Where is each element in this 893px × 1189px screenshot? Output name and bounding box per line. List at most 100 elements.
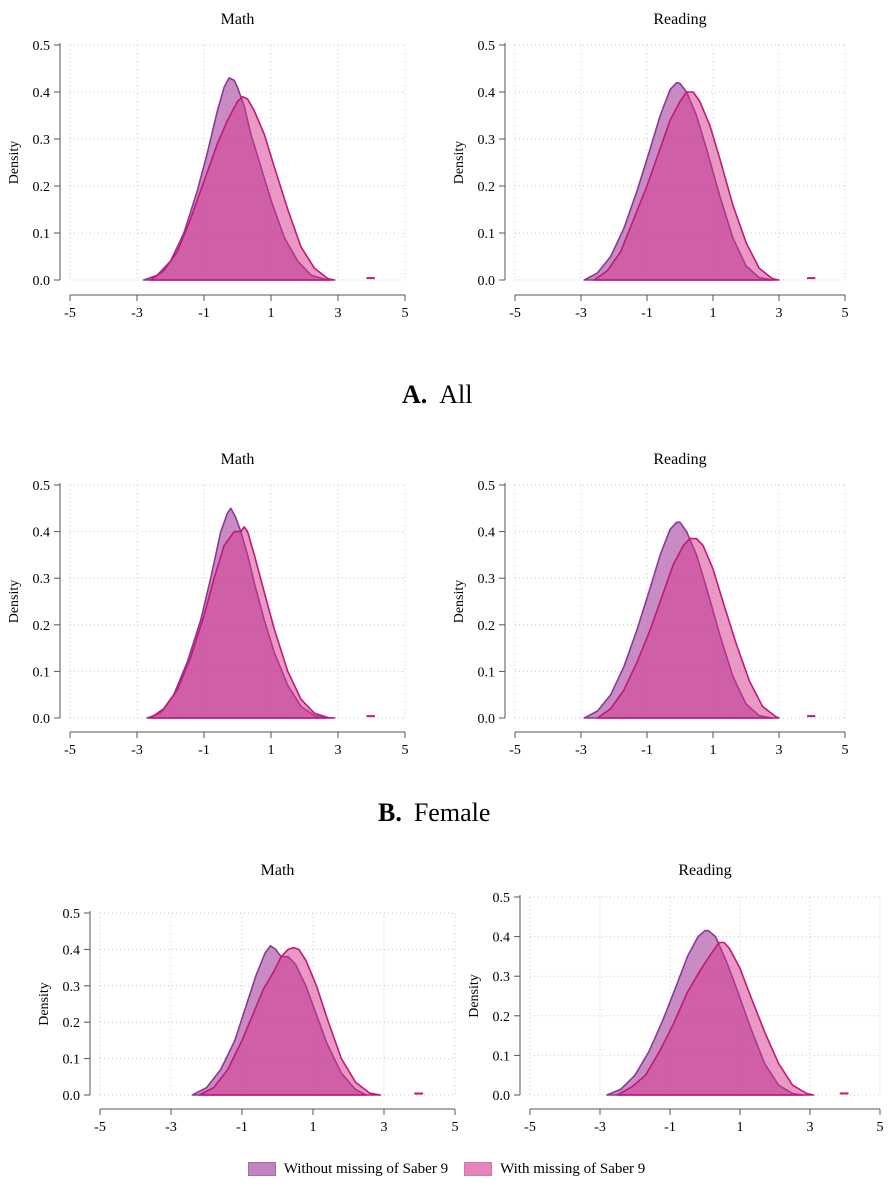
chart-female-reading: 0.0 0.1 0.2 0.3 0.4 0.5 -5 -3 -1 1 3 5 Reading Densit…: [452, 451, 849, 758]
x-tick-label: -5: [94, 1120, 106, 1135]
y-tick-label: 0.4: [493, 931, 511, 946]
x-tick-label: 5: [877, 1120, 884, 1135]
x-tick-label: 5: [452, 1120, 459, 1135]
legend: Without missing of Saber 9 With missing …: [0, 1158, 893, 1180]
caption-female-letter: B.: [378, 798, 402, 827]
x-tick-label: -3: [594, 1120, 606, 1135]
x-tick-label: -5: [64, 743, 76, 758]
y-tick-label: 0.0: [493, 1089, 511, 1104]
x-tick-label: 1: [737, 1120, 744, 1135]
y-tick-label: 0.3: [63, 980, 81, 995]
chart-title: Math: [221, 11, 255, 28]
x-tick-label: 3: [807, 1120, 814, 1135]
chart-male-math: 0.0 0.1 0.2 0.3 0.4 0.5 -5 -3 -1 1 3 5 Math Density: [37, 862, 459, 1135]
density-area-with-missing: [149, 95, 336, 281]
x-tick-label: -1: [664, 1120, 676, 1135]
x-tick-label: -3: [575, 743, 587, 758]
y-tick-label: 0.1: [478, 665, 496, 680]
x-tick-label: 5: [402, 743, 409, 758]
y-tick-label: 0.1: [63, 1053, 81, 1068]
x-tick-label: 1: [268, 306, 275, 321]
legend-label-without: Without missing of Saber 9: [283, 1160, 449, 1177]
x-tick-label: -5: [524, 1120, 536, 1135]
y-tick-label: 0.1: [493, 1049, 511, 1064]
legend-item-without: Without missing of Saber 9: [247, 1160, 449, 1178]
x-tick-label: 3: [776, 743, 783, 758]
legend-swatch-with: [464, 1162, 493, 1176]
x-tick-label: -1: [641, 306, 653, 321]
y-tick-label: 0.3: [33, 133, 51, 148]
chart-male-reading: 0.0 0.1 0.2 0.3 0.4 0.5 -5 -3 -1 1 3 5 Reading Densit…: [467, 862, 884, 1135]
y-tick-label: 0.1: [478, 227, 496, 242]
y-tick-label: 0.5: [493, 891, 511, 906]
caption-all-text: All: [439, 380, 473, 409]
y-tick-label: 0.0: [478, 274, 496, 289]
x-tick-label: -5: [509, 306, 521, 321]
x-tick-label: 5: [842, 306, 849, 321]
y-tick-label: 0.2: [478, 180, 496, 195]
chart-title: Math: [261, 862, 295, 879]
y-tick-label: 0.0: [478, 712, 496, 727]
y-tick-label: 0.5: [478, 479, 496, 494]
y-tick-label: 0.0: [33, 274, 51, 289]
x-tick-label: 5: [402, 306, 409, 321]
chart-all-math: 0.0 0.1 0.2 0.3 0.4 0.5 -5 -3 -1 1 3 5 Math Density: [7, 11, 409, 321]
chart-female-math: 0.0 0.1 0.2 0.3 0.4 0.5 -5 -3 -1 1 3 5 Math Density: [7, 451, 409, 758]
x-tick-label: -1: [198, 743, 210, 758]
density-area-with-missing: [596, 537, 780, 719]
chart-title: Reading: [653, 11, 706, 28]
y-tick-label: 0.2: [478, 619, 496, 634]
y-tick-label: 0.1: [33, 227, 51, 242]
y-tick-label: 0.2: [63, 1016, 81, 1031]
y-tick-label: 0.5: [33, 39, 51, 54]
y-tick-label: 0.3: [33, 572, 51, 587]
x-tick-label: 5: [842, 743, 849, 758]
y-tick-label: 0.5: [33, 479, 51, 494]
x-tick-label: -1: [236, 1120, 248, 1135]
density-area-with-missing: [593, 91, 780, 281]
y-tick-label: 0.0: [63, 1089, 81, 1104]
x-tick-label: -3: [131, 743, 143, 758]
y-tick-label: 0.4: [63, 943, 81, 958]
caption-female: B. Female: [378, 798, 490, 828]
y-tick-label: 0.3: [478, 572, 496, 587]
x-tick-label: 3: [335, 743, 342, 758]
caption-female-text: Female: [413, 798, 491, 827]
y-tick-label: 0.3: [493, 970, 511, 985]
y-axis-label: Density: [7, 141, 22, 185]
density-area-with-missing: [616, 941, 815, 1096]
caption-all-letter: A.: [402, 380, 428, 409]
legend-item-with: With missing of Saber 9: [464, 1161, 645, 1178]
y-tick-label: 0.2: [33, 619, 51, 634]
density-area-with-missing: [198, 946, 382, 1096]
caption-all: A. All: [402, 380, 473, 410]
y-axis-label: Density: [7, 580, 22, 624]
y-tick-label: 0.4: [33, 86, 51, 101]
y-tick-label: 0.3: [478, 133, 496, 148]
y-tick-label: 0.0: [33, 712, 51, 727]
x-tick-label: 1: [268, 743, 275, 758]
chart-title: Reading: [678, 862, 731, 879]
legend-label-with: With missing of Saber 9: [500, 1160, 646, 1177]
x-tick-label: -1: [198, 306, 210, 321]
y-axis-label: Density: [467, 974, 482, 1018]
chart-all-reading: 0.0 0.1 0.2 0.3 0.4 0.5 -5 -3 -1 1 3 5 Reading Densit…: [452, 11, 849, 321]
y-tick-label: 0.4: [478, 86, 496, 101]
x-tick-label: -3: [131, 306, 143, 321]
x-tick-label: -3: [165, 1120, 177, 1135]
y-tick-label: 0.2: [493, 1010, 511, 1025]
x-tick-label: 1: [710, 743, 717, 758]
y-tick-label: 0.2: [33, 180, 51, 195]
y-tick-label: 0.5: [478, 39, 496, 54]
legend-swatch-without: [247, 1162, 276, 1176]
x-tick-label: 1: [710, 306, 717, 321]
x-tick-label: -5: [64, 306, 76, 321]
y-tick-label: 0.4: [478, 526, 496, 541]
density-area-with-missing: [149, 526, 336, 719]
y-axis-label: Density: [452, 580, 467, 624]
y-axis-label: Density: [452, 141, 467, 185]
y-tick-label: 0.5: [63, 907, 81, 922]
chart-title: Reading: [653, 451, 706, 468]
x-tick-label: -3: [575, 306, 587, 321]
x-tick-label: -5: [509, 743, 521, 758]
